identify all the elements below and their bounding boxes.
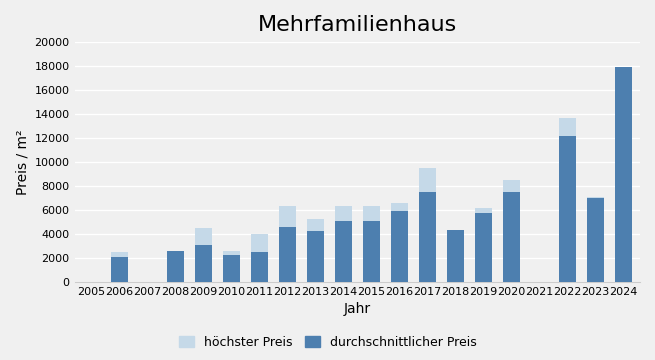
Bar [195, 245, 212, 283]
Bar [251, 234, 268, 283]
Bar [419, 192, 436, 283]
Bar [307, 231, 324, 283]
Bar [363, 221, 380, 283]
Bar [447, 230, 464, 283]
Bar [223, 255, 240, 283]
Bar [167, 251, 183, 283]
Legend: höchster Preis, durchschnittlicher Preis: höchster Preis, durchschnittlicher Preis [174, 331, 481, 354]
Bar [615, 67, 631, 283]
Bar [279, 227, 295, 283]
Bar [391, 203, 407, 283]
Bar [587, 198, 604, 283]
Title: Mehrfamilienhaus: Mehrfamilienhaus [257, 15, 457, 35]
Bar [559, 136, 576, 283]
Y-axis label: Preis / m²: Preis / m² [15, 130, 29, 195]
Bar [279, 206, 295, 283]
X-axis label: Jahr: Jahr [344, 302, 371, 316]
Bar [475, 213, 492, 283]
Bar [111, 257, 128, 283]
Bar [615, 67, 631, 283]
Bar [587, 197, 604, 283]
Bar [559, 118, 576, 283]
Bar [419, 168, 436, 283]
Bar [335, 221, 352, 283]
Bar [195, 228, 212, 283]
Bar [223, 251, 240, 283]
Bar [503, 192, 519, 283]
Bar [503, 180, 519, 283]
Bar [167, 251, 183, 283]
Bar [111, 252, 128, 283]
Bar [363, 206, 380, 283]
Bar [447, 230, 464, 283]
Bar [251, 252, 268, 283]
Bar [391, 211, 407, 283]
Bar [475, 208, 492, 283]
Bar [307, 219, 324, 283]
Bar [335, 206, 352, 283]
